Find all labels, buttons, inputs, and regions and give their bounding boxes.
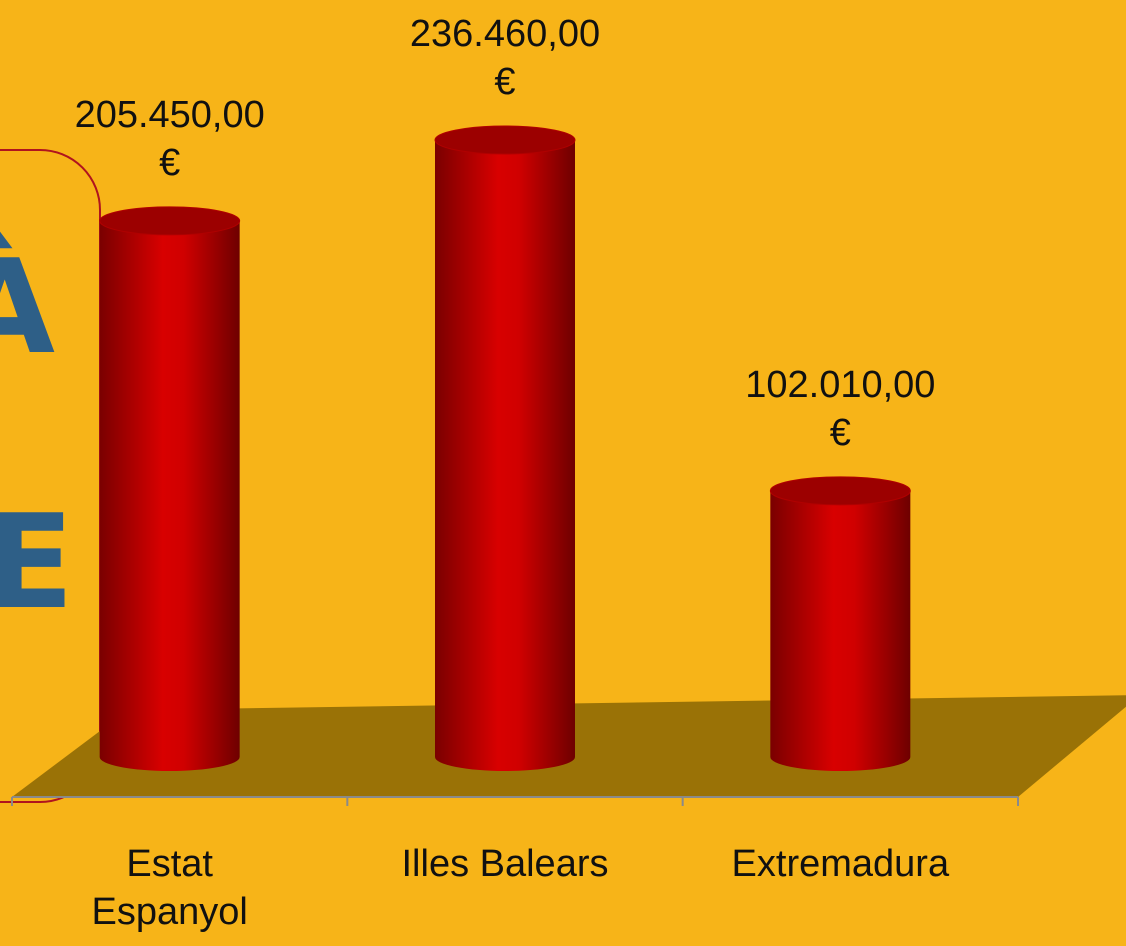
x-tick-label: Estat Espanyol (91, 843, 248, 933)
annotation: E (0, 486, 74, 638)
bar (435, 140, 575, 771)
annotation: À (0, 231, 55, 383)
bar (770, 490, 911, 771)
value-label: 102.010,00 € (745, 363, 936, 454)
bar (99, 220, 240, 771)
bar-top (434, 125, 576, 155)
x-tick-label: Extremadura (731, 843, 950, 885)
bar-top (769, 476, 911, 506)
value-label: 236.460,00 € (409, 13, 601, 103)
bar-top (99, 206, 241, 236)
x-tick-label: Illes Balears (401, 843, 609, 885)
value-label: 205.450,00 € (74, 93, 265, 184)
